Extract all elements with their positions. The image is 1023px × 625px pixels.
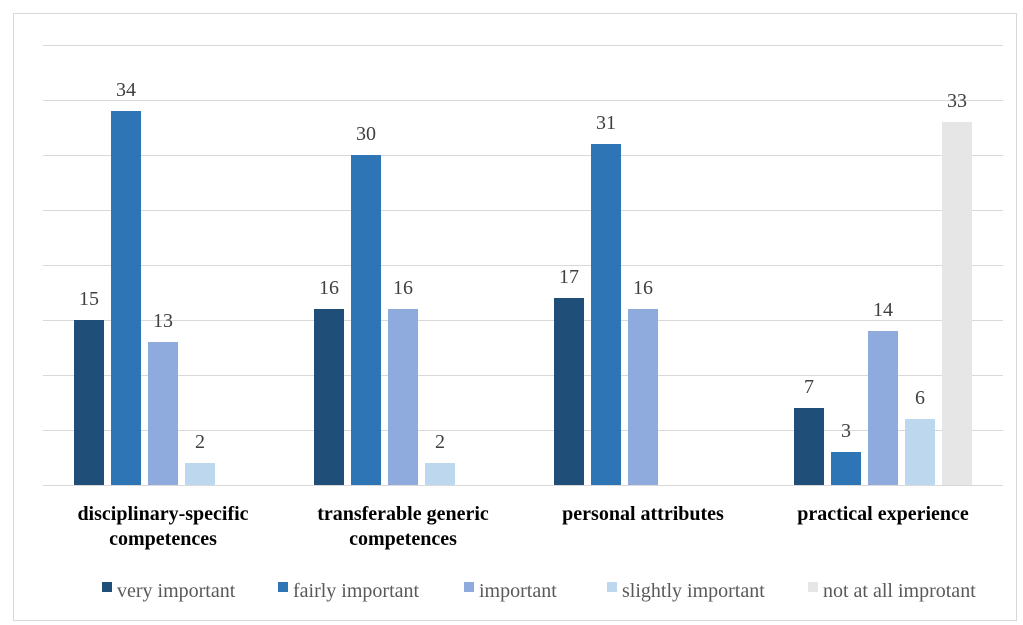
gridlines [43, 45, 1003, 486]
legend-swatch [607, 582, 617, 592]
category-label: disciplinary-specific competences [77, 503, 248, 550]
category-labels: disciplinary-specific competences transfer… [77, 503, 968, 550]
legend-label: fairly important [293, 580, 420, 602]
legend-swatch [464, 582, 474, 592]
legend-swatch [278, 582, 288, 592]
bar [591, 144, 621, 485]
bar [868, 331, 898, 485]
data-label: 14 [873, 299, 893, 321]
data-label: 30 [356, 123, 376, 145]
data-label: 7 [804, 376, 814, 398]
category-label: transferable generic competences [317, 503, 489, 550]
bar [351, 155, 381, 485]
legend-item: not at all improtant [808, 580, 976, 602]
bar [111, 111, 141, 485]
legend-swatch [808, 582, 818, 592]
data-label: 31 [596, 112, 616, 134]
data-label: 6 [915, 387, 925, 409]
bar [794, 408, 824, 485]
data-label: 3 [841, 420, 851, 442]
data-label: 13 [153, 310, 173, 332]
legend-item: important [464, 580, 557, 602]
category-label: personal attributes [562, 503, 724, 525]
legend-label: not at all improtant [823, 580, 976, 602]
category-label: practical experience [797, 503, 969, 525]
legend-label: important [479, 580, 557, 602]
legend-label: slightly important [622, 580, 765, 602]
bar [314, 309, 344, 485]
data-label: 2 [435, 431, 445, 453]
bar [74, 320, 104, 485]
data-labels: 15 34 13 2 16 30 16 2 17 31 16 7 3 14 6 33 [79, 79, 967, 453]
bar [905, 419, 935, 485]
data-label: 34 [116, 79, 136, 101]
legend-swatch [102, 582, 112, 592]
data-label: 16 [633, 277, 653, 299]
legend-item: fairly important [278, 580, 420, 602]
data-label: 2 [195, 431, 205, 453]
legend-label: very important [117, 580, 236, 602]
data-label: 33 [947, 90, 967, 112]
chart-frame [13, 13, 1017, 621]
bar [554, 298, 584, 485]
bar [628, 309, 658, 485]
bar [388, 309, 418, 485]
data-label: 15 [79, 288, 99, 310]
legend: very important fairly important important s… [102, 580, 976, 602]
data-label: 16 [393, 277, 413, 299]
bar [185, 463, 215, 485]
legend-item: slightly important [607, 580, 765, 602]
bar [942, 122, 972, 485]
bar [831, 452, 861, 485]
bar [425, 463, 455, 485]
legend-item: very important [102, 580, 236, 602]
bars [74, 111, 972, 485]
bar [148, 342, 178, 485]
data-label: 16 [319, 277, 339, 299]
data-label: 17 [559, 266, 579, 288]
